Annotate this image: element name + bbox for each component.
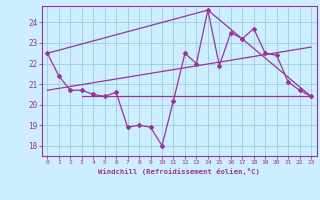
X-axis label: Windchill (Refroidissement éolien,°C): Windchill (Refroidissement éolien,°C) (98, 168, 260, 175)
